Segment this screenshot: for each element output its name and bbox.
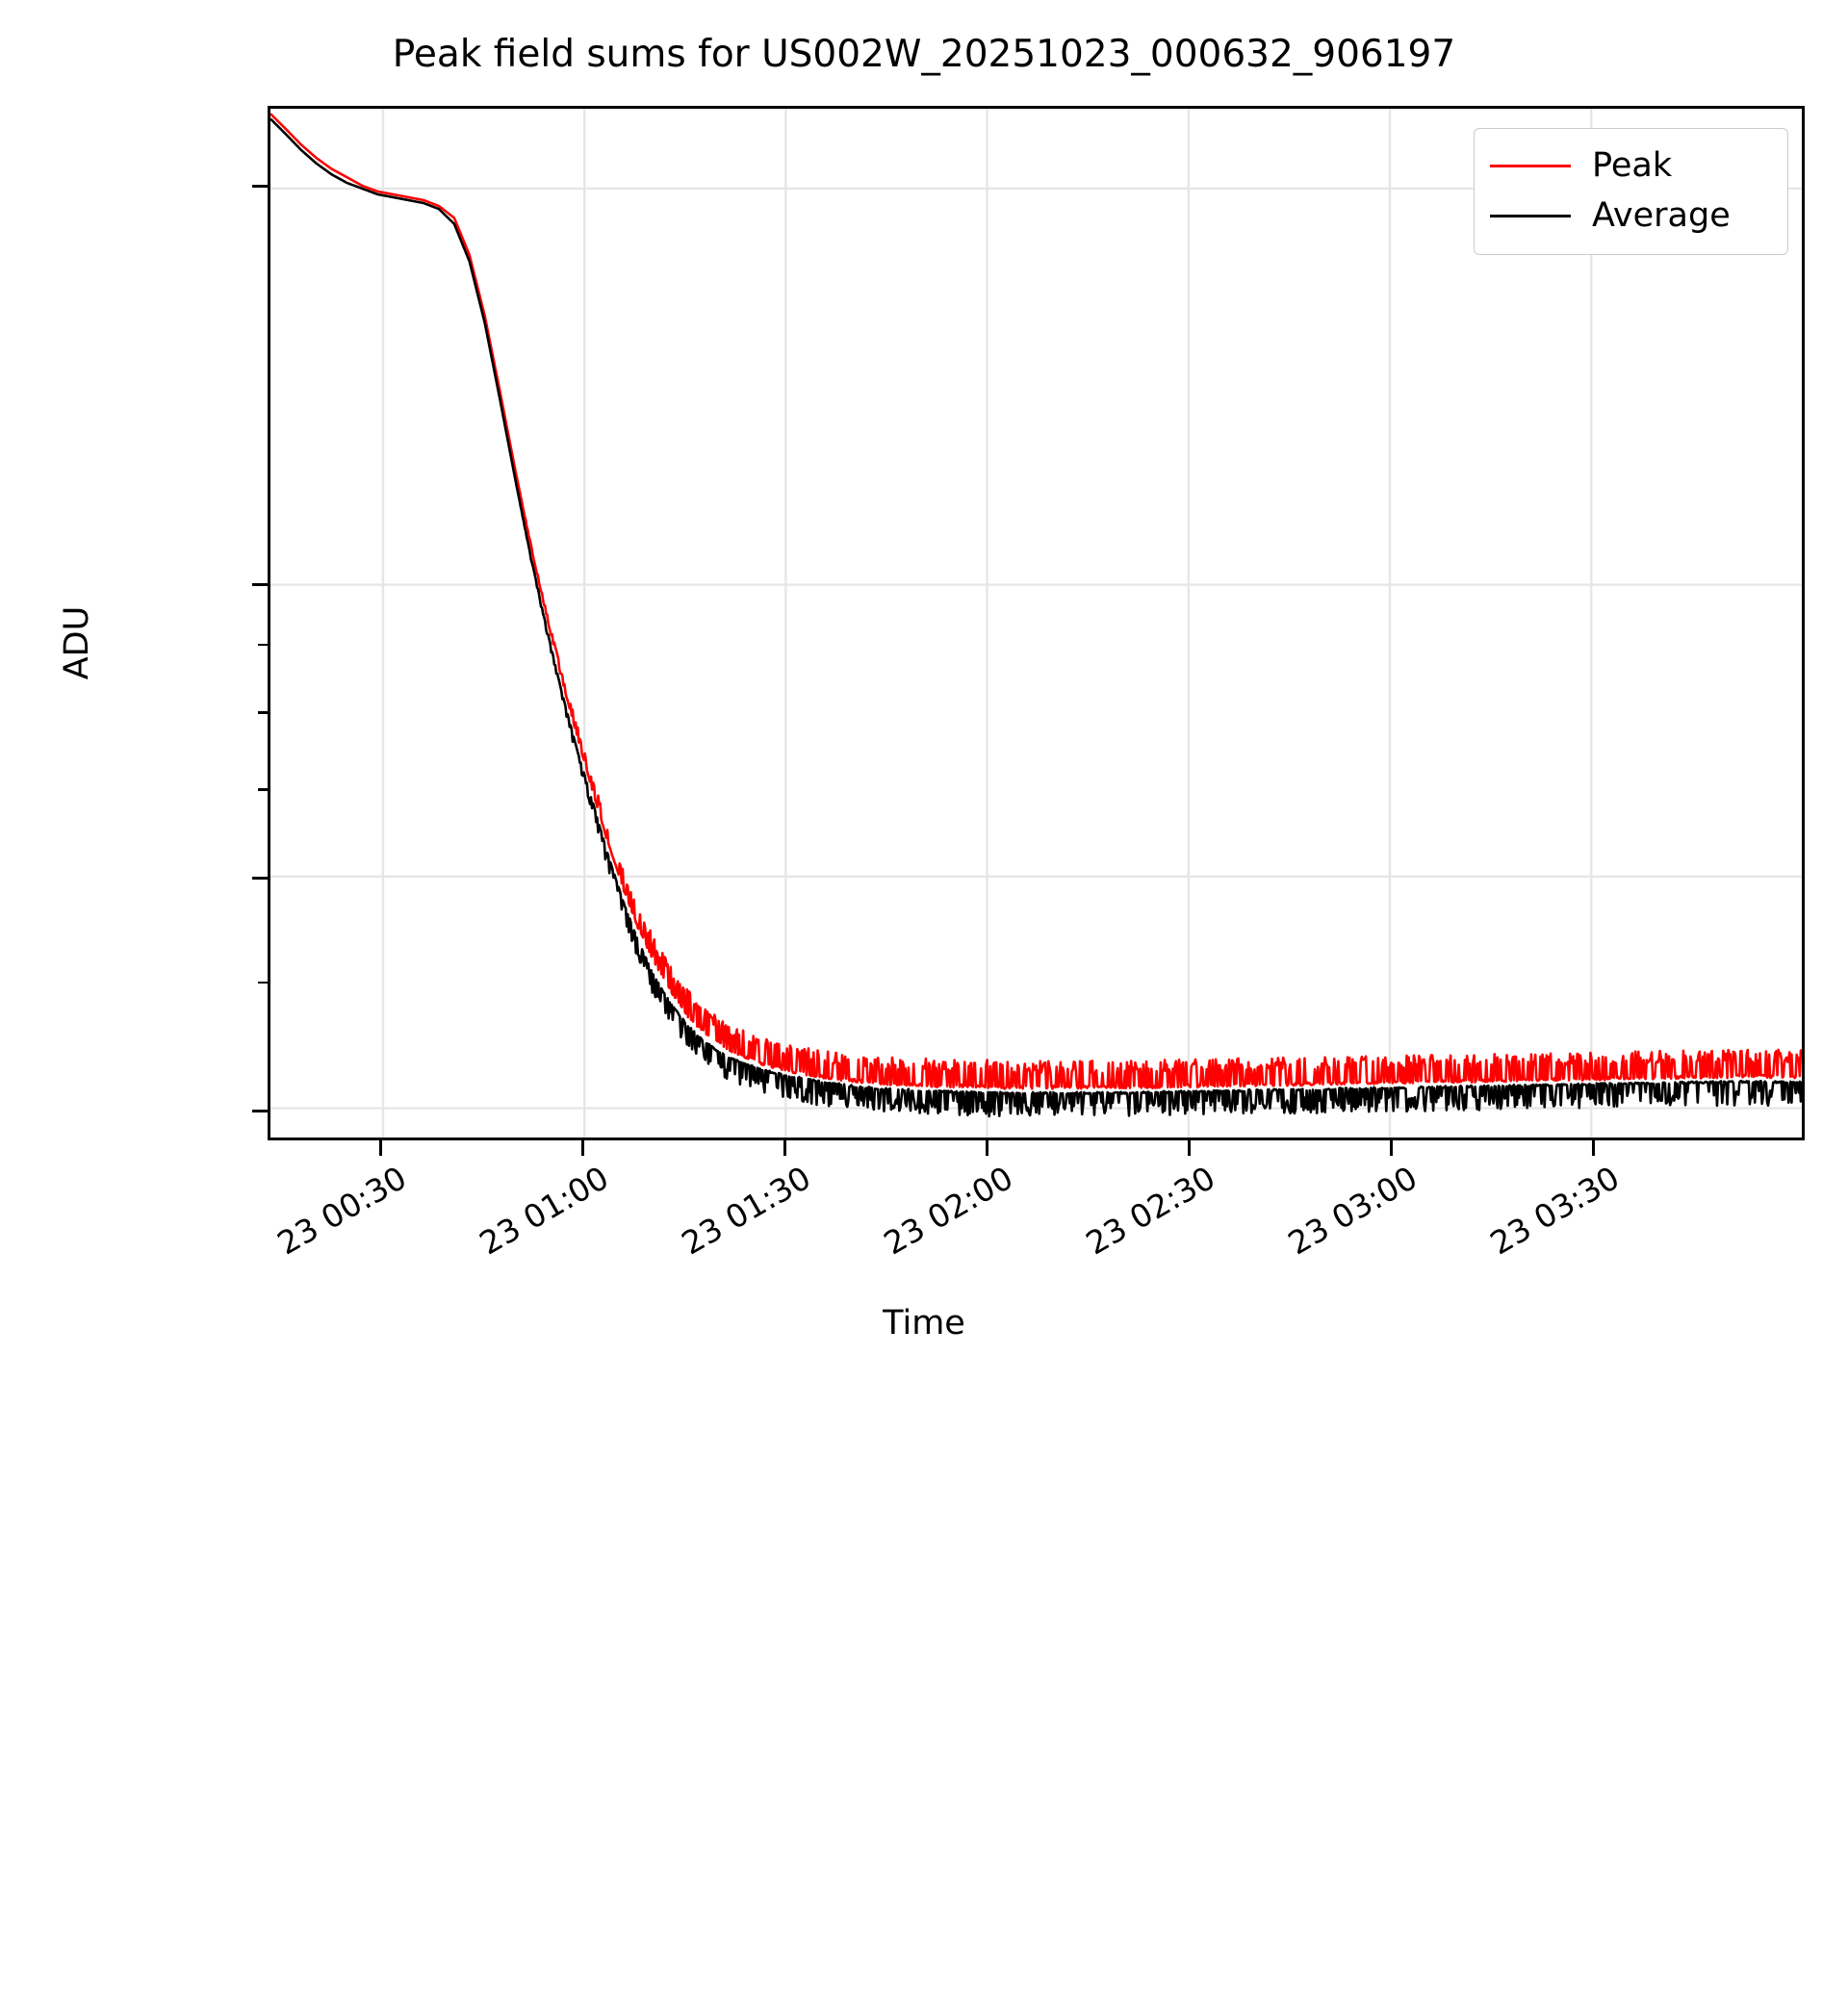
x-tick-label: 23 00:30 (270, 1159, 413, 1263)
legend-entry-average: Average (1490, 191, 1772, 241)
y-tick-mark (252, 582, 268, 586)
y-minor-tick-mark (258, 1110, 268, 1112)
x-axis-label: Time (883, 1304, 965, 1342)
y-minor-tick-mark (258, 787, 268, 791)
x-tick-mark (985, 1140, 988, 1156)
data-series-layer (270, 113, 1802, 1118)
gridlines (270, 109, 1802, 1138)
legend: Peak Average (1474, 128, 1788, 255)
legend-label-average: Average (1592, 196, 1731, 235)
legend-swatch-average (1490, 214, 1571, 217)
page-title: Peak field sums for US002W_20251023_0006… (392, 33, 1456, 76)
x-tick-mark (783, 1140, 786, 1156)
legend-swatch-peak (1490, 164, 1571, 167)
y-minor-tick-mark (258, 185, 268, 188)
x-tick-label: 23 01:30 (675, 1159, 817, 1263)
y-minor-tick-mark (258, 643, 268, 647)
x-tick-mark (1591, 1140, 1595, 1156)
y-minor-tick-mark (258, 876, 268, 880)
legend-label-peak: Peak (1592, 146, 1673, 185)
x-tick-mark (1187, 1140, 1191, 1156)
x-tick-mark (1389, 1140, 1393, 1156)
x-tick-mark (378, 1140, 382, 1156)
x-tick-mark (580, 1140, 584, 1156)
y-minor-tick-mark (258, 711, 268, 714)
plot-area (268, 106, 1805, 1140)
y-axis-label: ADU (58, 605, 96, 680)
figure-canvas: Peak field sums for US002W_20251023_0006… (58, 33, 1805, 1342)
y-minor-tick-mark (258, 981, 268, 984)
legend-entry-peak: Peak (1490, 141, 1772, 191)
